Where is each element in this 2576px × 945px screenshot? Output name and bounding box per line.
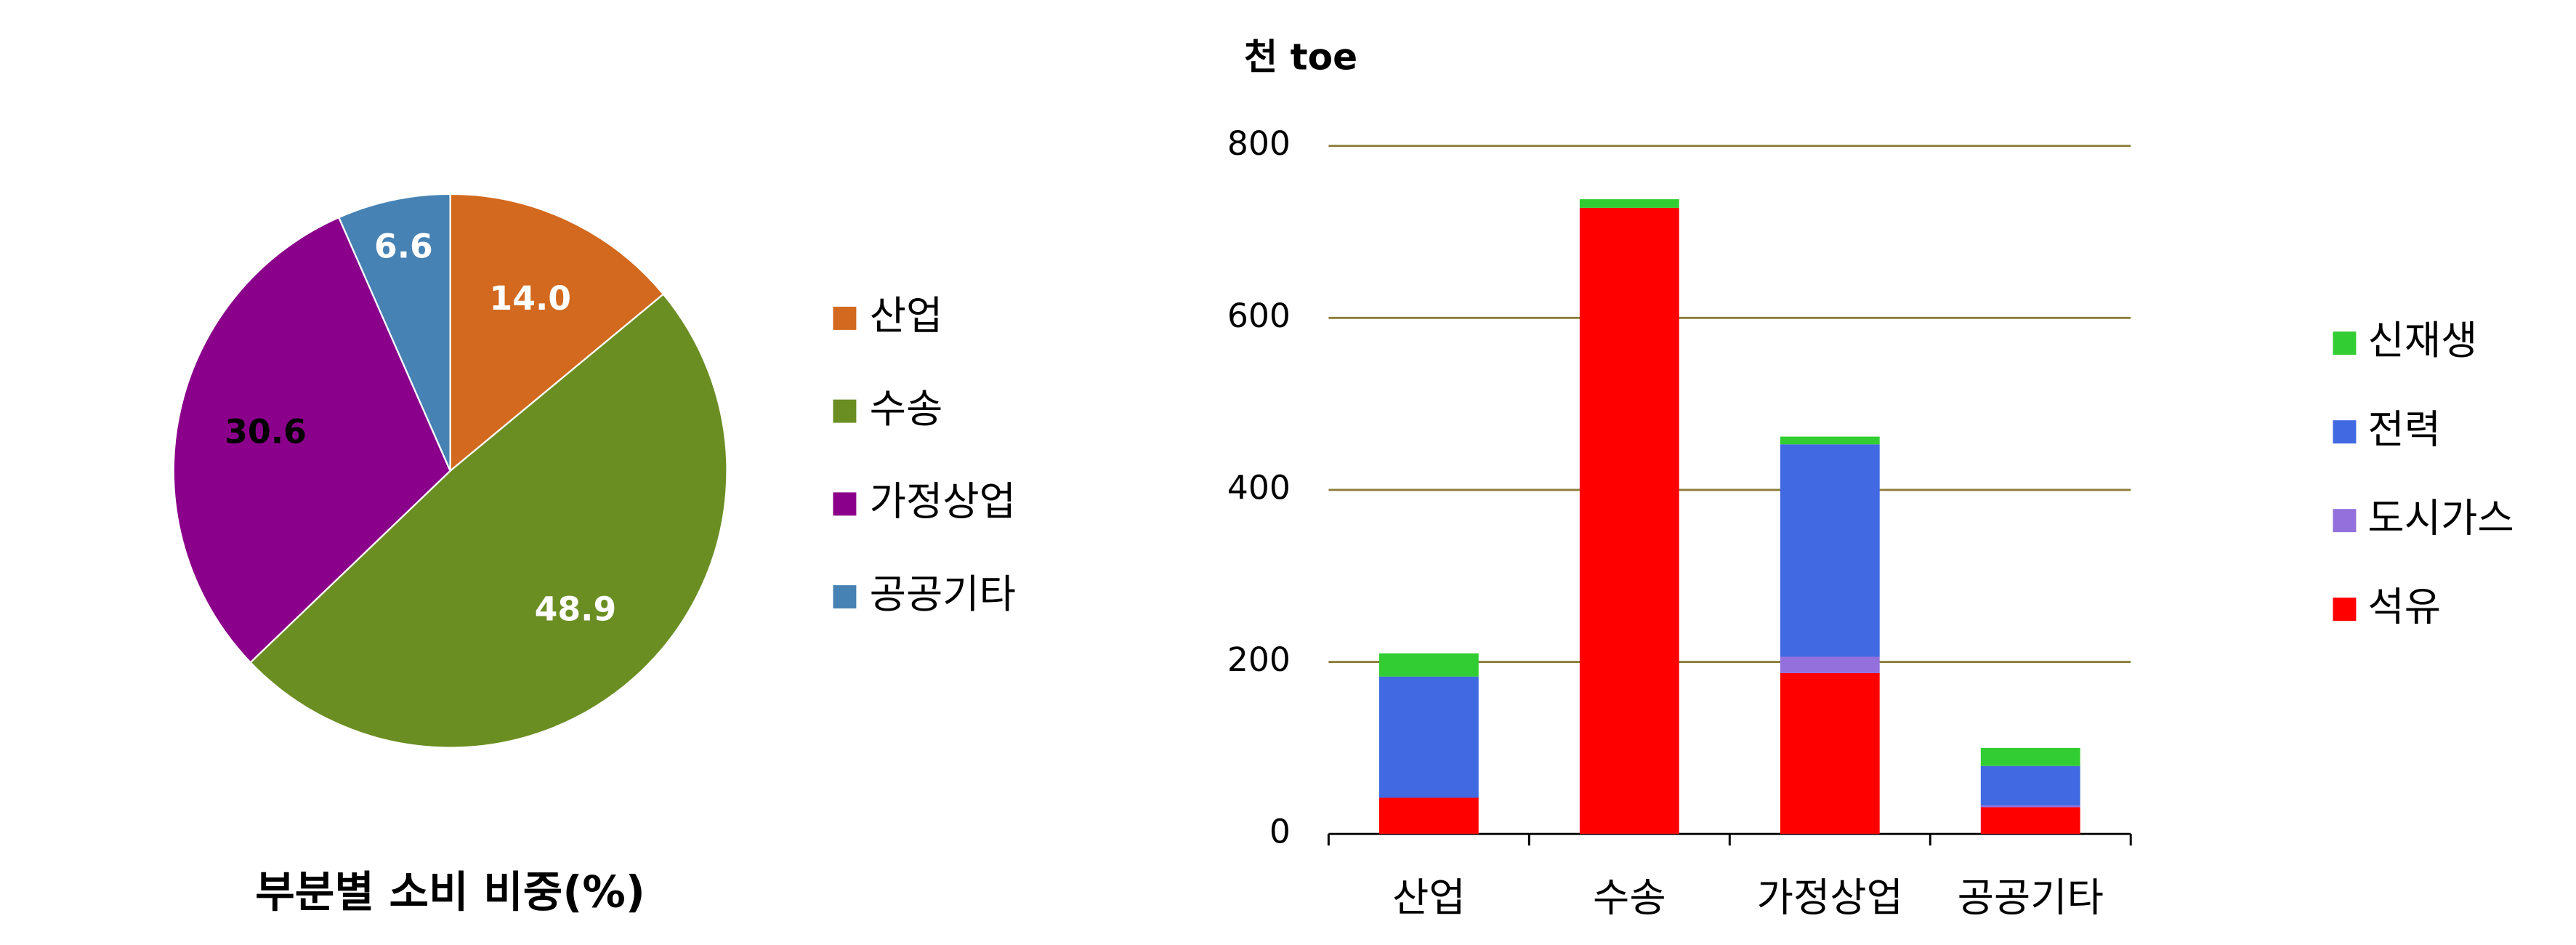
x-tick-label: 가정상업 (1757, 874, 1903, 921)
data-label: 14.0 (490, 279, 572, 318)
bar-segment (1579, 199, 1679, 208)
bar-segment (1980, 807, 2080, 835)
bar-segment (1780, 656, 1880, 673)
legend-swatch (2333, 331, 2357, 355)
legend-swatch (2333, 598, 2357, 622)
y-tick-label: 200 (1227, 640, 1291, 679)
bar-segment (1378, 653, 1479, 677)
legend-swatch (833, 492, 857, 516)
legend-swatch (2333, 509, 2357, 533)
bar-segment (1980, 765, 2080, 806)
chart-title: 부분별 소비 비중(%) (255, 867, 645, 917)
y-tick-label: 600 (1227, 297, 1291, 335)
pie-slice (172, 216, 451, 664)
legend-label: 공공기타 (870, 571, 1016, 617)
bar-segment (1980, 747, 2080, 766)
legend-label: 가정상업 (870, 478, 1016, 524)
x-tick-label: 산업 (1392, 874, 1466, 921)
legend-label: 산업 (870, 292, 943, 339)
bar-segment (1780, 444, 1880, 657)
pie-slice (249, 293, 728, 749)
pie-slice (449, 193, 665, 473)
bar-segment (1579, 207, 1679, 835)
legend-swatch (2333, 420, 2357, 444)
legend-label: 도시가스 (2367, 494, 2514, 541)
legend-label: 수송 (870, 385, 943, 432)
bar-segment (1378, 797, 1479, 835)
legend-label: 석유 (2367, 583, 2441, 630)
bar-segment (1780, 672, 1880, 835)
legend-swatch (833, 399, 857, 423)
y-tick-label: 0 (1269, 813, 1291, 851)
pie-slice (337, 193, 451, 472)
y-tick-label: 800 (1227, 124, 1291, 163)
data-label: 48.9 (535, 590, 617, 629)
bar-segment (1980, 805, 2080, 808)
legend-label: 전력 (2367, 406, 2441, 452)
y-axis-title: 천 toe (1244, 36, 1357, 79)
data-label: 6.6 (374, 228, 433, 266)
x-tick-label: 공공기타 (1958, 874, 2104, 921)
data-label: 30.6 (225, 413, 307, 451)
bar-segment (1378, 676, 1479, 798)
y-tick-label: 400 (1227, 468, 1291, 507)
x-tick-label: 수송 (1593, 874, 1666, 921)
legend-swatch (833, 306, 857, 330)
bar-segment (1780, 436, 1880, 445)
legend-swatch (833, 585, 857, 609)
legend-label: 신재생 (2367, 317, 2477, 363)
